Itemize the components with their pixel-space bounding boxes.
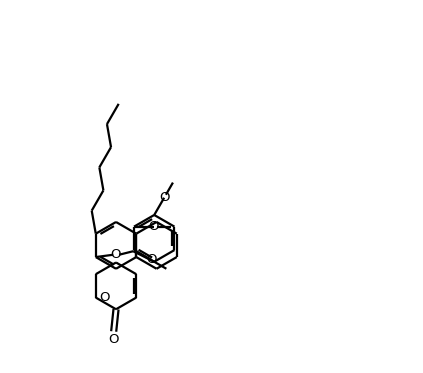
Text: O: O [100,291,110,304]
Text: O: O [110,248,121,261]
Text: O: O [146,254,157,266]
Text: O: O [148,220,159,233]
Text: O: O [159,191,170,204]
Text: O: O [108,333,119,347]
